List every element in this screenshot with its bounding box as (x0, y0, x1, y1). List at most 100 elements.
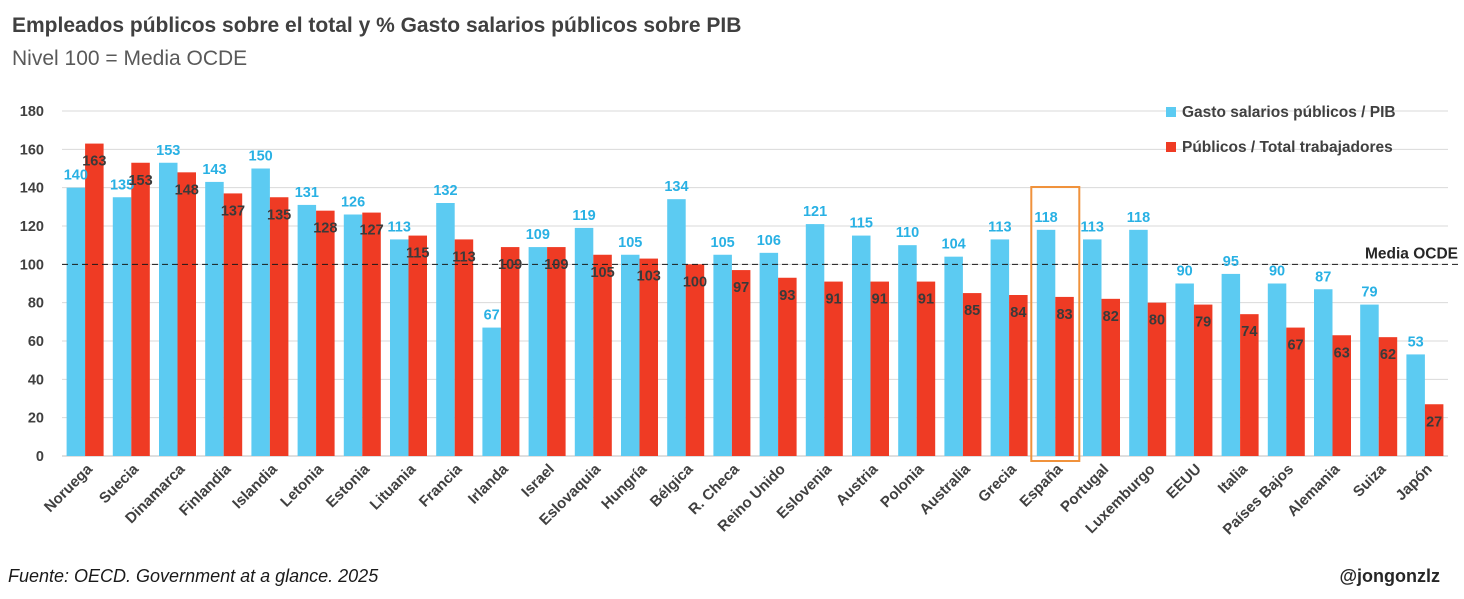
bar-gasto-salarios (805, 224, 825, 456)
x-tick-label: Francia (416, 460, 466, 510)
data-label-gasto-salarios: 67 (484, 308, 500, 324)
x-tick-label: Italia (1215, 460, 1252, 497)
bar-publicos-total (1286, 327, 1305, 456)
bar-publicos-total (177, 172, 196, 457)
bar-gasto-salarios (898, 245, 917, 456)
bar-gasto-salarios (1267, 283, 1287, 456)
data-label-publicos-total: 127 (359, 223, 383, 239)
bar-publicos-total (593, 254, 612, 456)
data-label-publicos-total: 27 (1426, 414, 1442, 430)
y-tick-label: 20 (28, 411, 44, 427)
bar-publicos-total (1332, 335, 1351, 456)
bar-gasto-salarios (66, 187, 86, 456)
bar-publicos-total (408, 235, 427, 456)
data-label-publicos-total: 100 (683, 274, 707, 290)
data-label-gasto-salarios: 132 (433, 183, 457, 199)
data-label-gasto-salarios: 143 (202, 162, 226, 178)
data-label-gasto-salarios: 106 (757, 233, 781, 249)
bar-publicos-total (685, 264, 705, 456)
bar-publicos-total (731, 270, 751, 456)
data-label-gasto-salarios: 150 (249, 149, 273, 165)
data-label-publicos-total: 93 (779, 288, 795, 304)
bars (66, 143, 1444, 462)
bar-publicos-total (639, 258, 658, 456)
data-label-gasto-salarios: 140 (64, 168, 88, 184)
bar-gasto-salarios (436, 203, 455, 456)
bar-publicos-total (1378, 337, 1398, 456)
bar-gasto-salarios (944, 256, 963, 456)
data-label-gasto-salarios: 135 (110, 177, 134, 193)
data-label-gasto-salarios: 113 (988, 219, 1011, 235)
bar-publicos-total (1147, 302, 1167, 456)
data-label-gasto-salarios: 119 (572, 208, 595, 224)
bar-gasto-salarios (482, 327, 501, 456)
bar-publicos-total (1101, 298, 1120, 456)
x-tick-label: Islandia (229, 460, 281, 512)
y-tick-label: 80 (28, 296, 44, 312)
y-tick-label: 120 (20, 219, 44, 235)
highlight-box (1030, 186, 1081, 462)
bar-gasto-salarios (713, 254, 732, 456)
legend-entry: Gasto salarios públicos / PIB (1182, 104, 1396, 121)
x-tick-label: Irlanda (465, 460, 512, 507)
bar-gasto-salarios (1083, 239, 1102, 456)
data-label-publicos-total: 63 (1334, 345, 1350, 361)
bar-publicos-total (316, 210, 335, 456)
x-axis: Noruega SueciaDinamarcaFinlandiaIslandiaL… (41, 460, 1436, 538)
data-label-gasto-salarios: 126 (341, 195, 365, 211)
data-label-gasto-salarios: 113 (1081, 219, 1104, 235)
x-tick-label: Japón (1392, 461, 1435, 504)
bar-gasto-salarios (1314, 289, 1333, 456)
bar-publicos-total (223, 193, 243, 456)
data-label-publicos-total: 109 (544, 257, 568, 273)
data-labels: 1401631351531531481431371501351311281261… (64, 143, 1442, 431)
data-label-gasto-salarios: 131 (295, 185, 319, 201)
gridlines (62, 110, 1448, 457)
bar-gasto-salarios (528, 247, 548, 456)
data-label-publicos-total: 103 (637, 269, 661, 285)
data-label-publicos-total: 91 (872, 292, 888, 308)
data-label-publicos-total: 135 (267, 207, 291, 223)
legend: Gasto salarios públicos / PIB Públicos / … (1166, 104, 1396, 156)
chart-subtitle: Nivel 100 = Media OCDE (12, 47, 248, 70)
data-label-gasto-salarios: 134 (664, 179, 688, 195)
data-label-publicos-total: 97 (733, 280, 749, 296)
data-label-publicos-total: 113 (452, 249, 475, 265)
data-label-publicos-total: 137 (221, 203, 245, 219)
bar-gasto-salarios (297, 204, 317, 456)
bar-publicos-total (85, 143, 104, 457)
bar-publicos-total (454, 239, 474, 456)
bar-gasto-salarios (990, 239, 1010, 456)
data-label-publicos-total: 91 (918, 292, 934, 308)
data-label-gasto-salarios: 95 (1223, 254, 1239, 270)
bar-publicos-total (500, 247, 520, 456)
bar-gasto-salarios (390, 239, 409, 456)
data-label-publicos-total: 115 (406, 246, 429, 262)
bar-publicos-total (870, 281, 889, 456)
bar-publicos-total (131, 162, 150, 456)
x-tick-label: EEUU (1163, 461, 1204, 502)
legend-swatch (1166, 142, 1176, 152)
x-tick-label: Noruega (41, 460, 97, 516)
data-label-publicos-total: 148 (175, 182, 199, 198)
y-tick-label: 100 (20, 257, 44, 273)
bar-publicos-total (962, 293, 982, 456)
data-label-gasto-salarios: 79 (1361, 285, 1377, 301)
author-handle: @jongonzlz (1339, 566, 1440, 586)
x-tick-label: Finlandia (176, 460, 235, 519)
reference-line-label: Media OCDE (1365, 245, 1458, 262)
data-label-gasto-salarios: 90 (1269, 264, 1285, 280)
x-tick-label: Israel (518, 461, 558, 501)
data-label-gasto-salarios: 110 (896, 225, 919, 241)
data-label-publicos-total: 153 (128, 173, 152, 189)
data-label-publicos-total: 85 (964, 303, 980, 319)
bar-gasto-salarios (251, 168, 270, 456)
legend-entry: Públicos / Total trabajadores (1182, 139, 1393, 156)
bar-gasto-salarios (1129, 229, 1148, 456)
bar-gasto-salarios (1221, 273, 1241, 456)
bar-gasto-salarios (1036, 229, 1056, 456)
data-label-publicos-total: 83 (1056, 307, 1072, 323)
y-tick-label: 60 (28, 334, 44, 350)
bar-publicos-total (1240, 314, 1259, 456)
